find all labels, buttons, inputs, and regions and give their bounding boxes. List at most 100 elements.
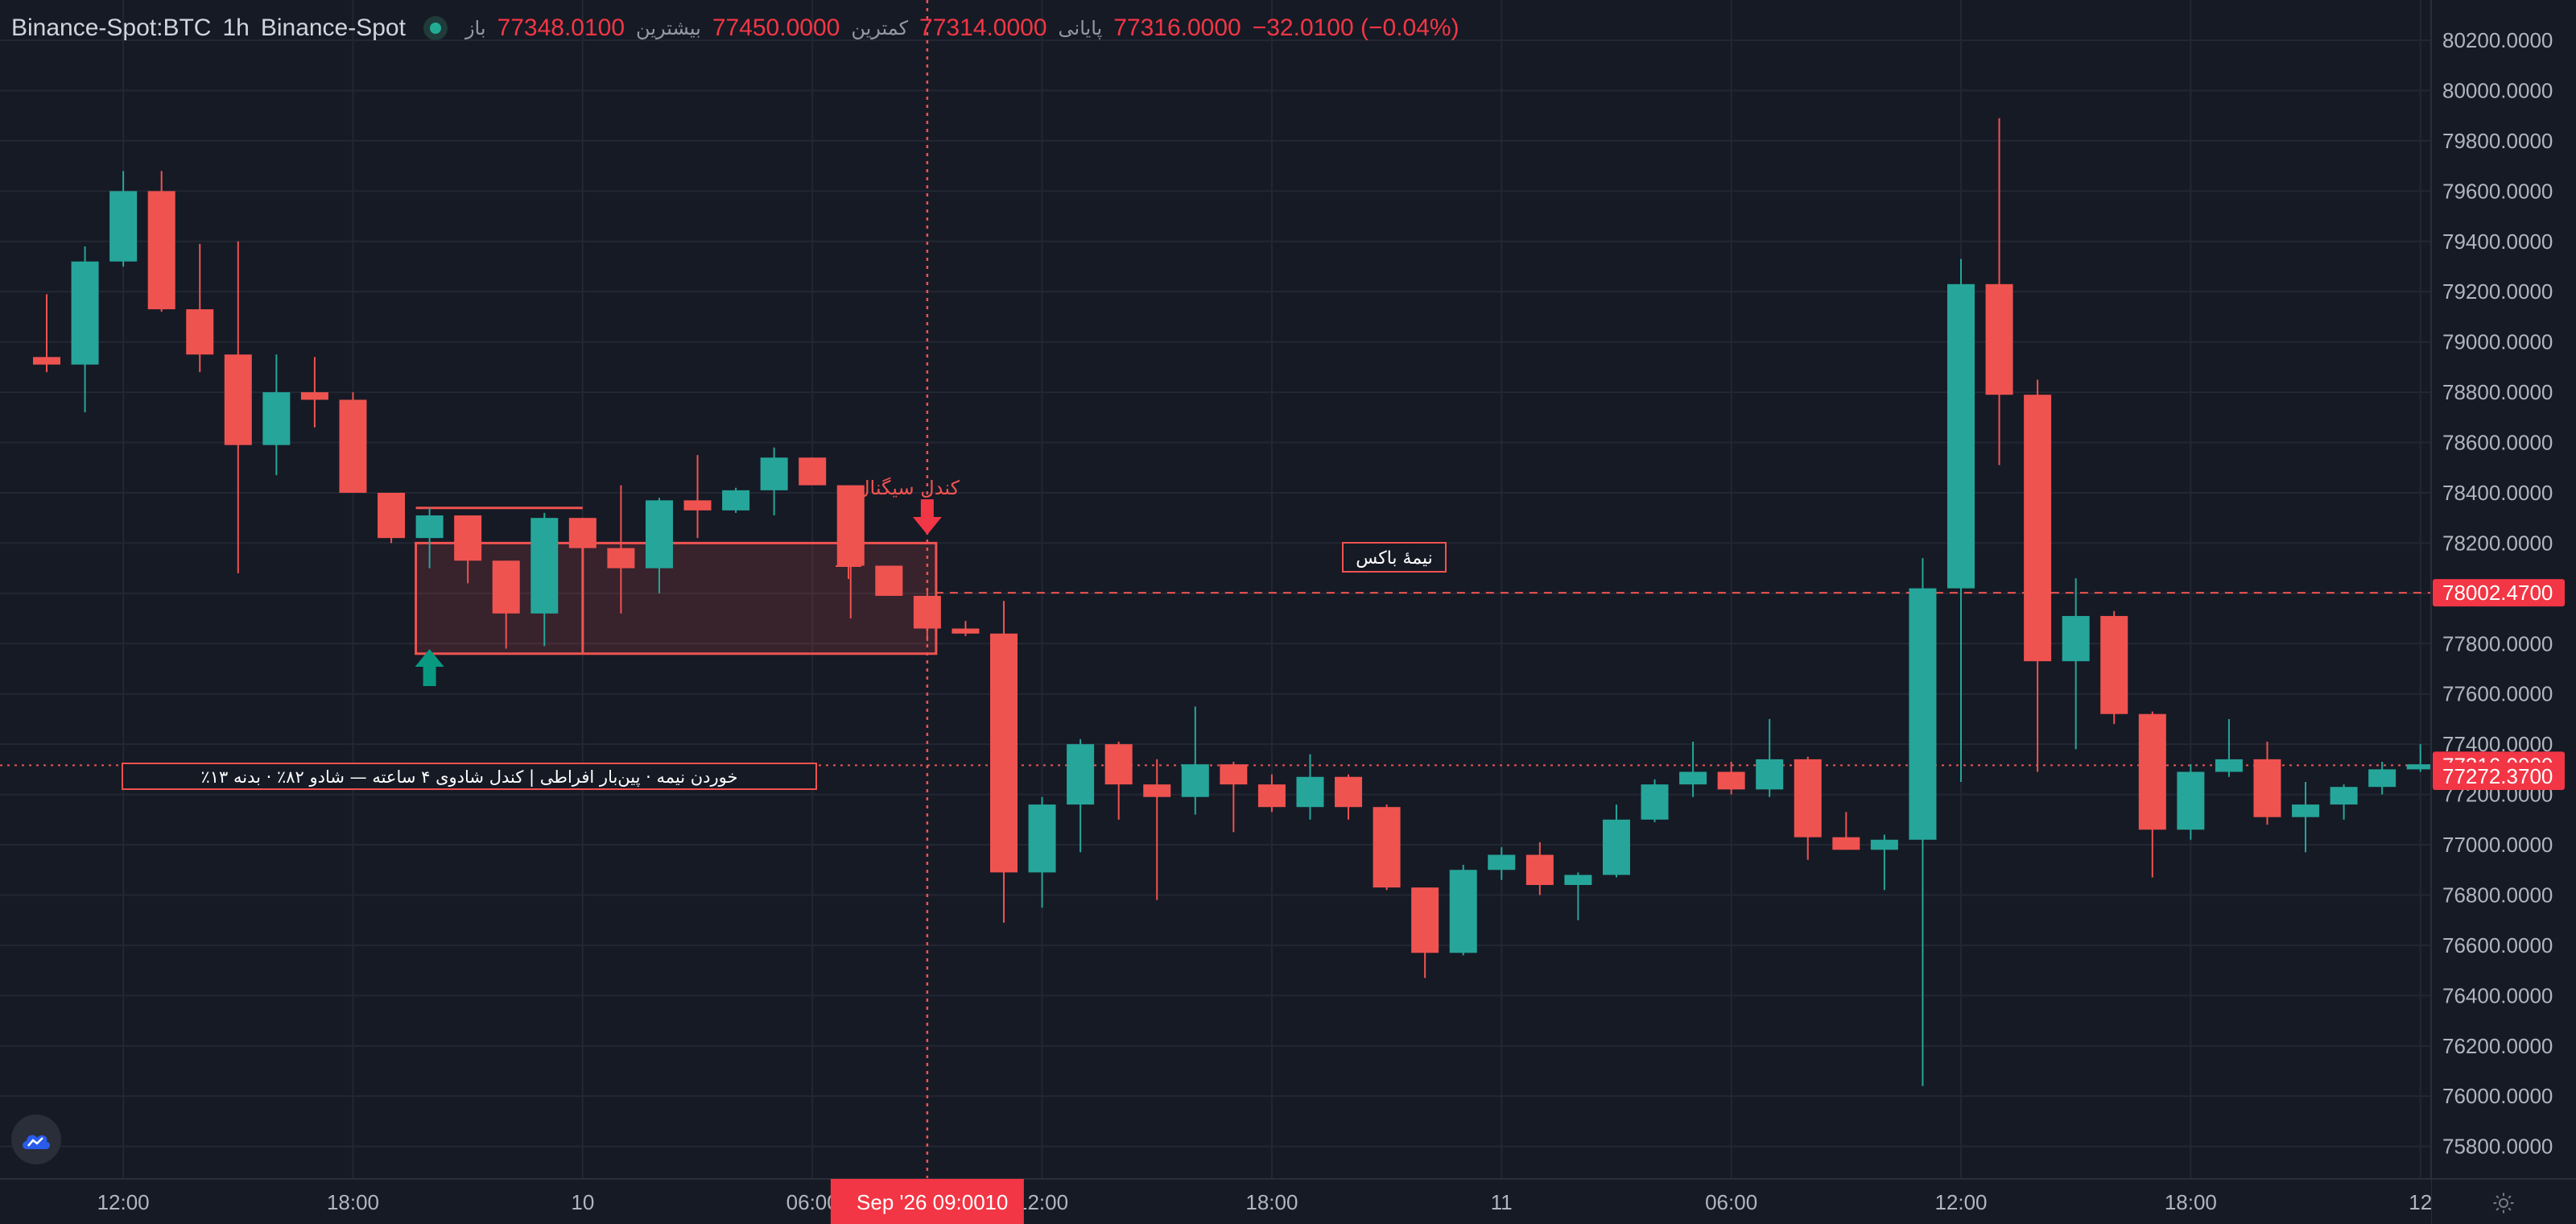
half-box-label: نیمهٔ باکس (1356, 548, 1433, 569)
candle[interactable] (645, 500, 673, 569)
candle[interactable] (1488, 854, 1516, 870)
candle[interactable] (2024, 395, 2052, 662)
candle[interactable] (1832, 837, 1860, 850)
candle[interactable] (1525, 854, 1554, 885)
candle[interactable] (530, 518, 559, 614)
candle[interactable] (2138, 713, 2166, 830)
legend-symbol[interactable]: Binance-Spot:BTC (11, 14, 212, 41)
candle[interactable] (1067, 744, 1095, 805)
candle[interactable] (913, 595, 941, 629)
candle[interactable] (722, 490, 750, 511)
candle[interactable] (607, 548, 635, 569)
chart-legend: Binance-Spot:BTC 1h Binance-Spot باز 773… (11, 10, 1459, 47)
time-tick-label: 12:00 (1016, 1190, 1068, 1214)
candle[interactable] (262, 392, 291, 445)
price-tick-label: 76400.0000 (2442, 983, 2553, 1007)
candle[interactable] (71, 261, 99, 365)
sell-arrow-icon (912, 499, 942, 535)
candle[interactable] (836, 485, 865, 566)
price-tick-label: 79400.0000 (2442, 229, 2553, 254)
candle[interactable] (109, 191, 138, 262)
price-tick-label: 76800.0000 (2442, 883, 2553, 907)
candle[interactable] (2177, 771, 2205, 830)
candle[interactable] (990, 633, 1018, 873)
candle[interactable] (1335, 776, 1363, 808)
time-tick-label: 18:00 (1245, 1190, 1298, 1214)
price-tick-label: 78800.0000 (2442, 380, 2553, 404)
candle[interactable] (2062, 615, 2090, 662)
candle[interactable] (799, 457, 827, 486)
candle[interactable] (492, 560, 520, 614)
candle[interactable] (1411, 887, 1439, 953)
candle[interactable] (2253, 759, 2281, 817)
candle[interactable] (2368, 769, 2396, 788)
candle[interactable] (1985, 283, 2013, 395)
candle[interactable] (760, 457, 788, 490)
candle[interactable] (952, 628, 980, 634)
candle[interactable] (1257, 784, 1286, 808)
candle[interactable] (568, 518, 597, 548)
candle[interactable] (1909, 588, 1937, 840)
half-level-price-tag: 78002.4700 (2442, 581, 2553, 605)
time-tick-label: 12:00 (1934, 1190, 1987, 1214)
market-status-icon (423, 16, 448, 40)
candle[interactable] (300, 392, 328, 400)
tradingview-cloud-icon[interactable] (11, 1114, 61, 1164)
price-tick-label: 76000.0000 (2442, 1084, 2553, 1108)
candle[interactable] (1717, 771, 1745, 790)
candle[interactable] (1564, 875, 1592, 885)
candle[interactable] (1641, 784, 1669, 820)
candle[interactable] (2215, 759, 2243, 772)
buy-arrow-icon (415, 649, 444, 686)
candle[interactable] (1028, 804, 1056, 873)
candle[interactable] (147, 191, 175, 310)
candle[interactable] (378, 492, 406, 539)
candle[interactable] (1947, 283, 1975, 589)
legend-high: 77450.0000 (712, 14, 840, 41)
candle[interactable] (1143, 784, 1171, 797)
time-tick-label: 11 (1491, 1190, 1513, 1214)
candle[interactable] (2100, 615, 2128, 714)
time-tick-label: 06:00 (1705, 1190, 1757, 1214)
gear-icon[interactable] (2487, 1187, 2520, 1219)
price-tick-label: 80200.0000 (2442, 28, 2553, 52)
price-tick-label: 78200.0000 (2442, 531, 2553, 555)
candle[interactable] (1602, 819, 1630, 875)
candle[interactable] (1756, 759, 1784, 790)
time-tick-label: 12 (2409, 1190, 2432, 1214)
candle[interactable] (2330, 787, 2358, 805)
candle[interactable] (1449, 870, 1477, 953)
candle[interactable] (33, 357, 60, 365)
candle[interactable] (2406, 764, 2434, 770)
price-tick-label: 79000.0000 (2442, 330, 2553, 354)
candle[interactable] (454, 515, 482, 561)
legend-interval[interactable]: 1h (222, 14, 250, 41)
candle[interactable] (1794, 759, 1822, 837)
price-scale-panel[interactable] (2431, 0, 2576, 1224)
candle[interactable] (339, 399, 367, 493)
candle[interactable] (415, 515, 444, 539)
crosshair-time-bg (830, 1179, 1024, 1224)
price-tick-label: 77000.0000 (2442, 833, 2553, 857)
crosshair-time-suffix: 10 (985, 1190, 1008, 1214)
candle[interactable] (875, 565, 903, 596)
candle[interactable] (1870, 839, 1898, 850)
candle[interactable] (1104, 744, 1133, 785)
candle[interactable] (683, 500, 712, 511)
price-tick-label: 78600.0000 (2442, 431, 2553, 455)
candle[interactable] (186, 309, 214, 355)
legend-open: 77348.0100 (497, 14, 625, 41)
candle[interactable] (1679, 771, 1707, 785)
candle[interactable] (1220, 764, 1248, 785)
candle[interactable] (224, 354, 252, 445)
price-tick-label: 75800.0000 (2442, 1135, 2553, 1159)
candle[interactable] (1296, 776, 1324, 808)
time-scale-panel[interactable] (0, 1179, 2431, 1224)
candle[interactable] (1373, 807, 1401, 888)
time-tick-label: 06:00 (786, 1190, 839, 1214)
candle[interactable] (2292, 804, 2320, 817)
candle[interactable] (1181, 764, 1209, 797)
legend-low-label: کمترین (851, 17, 909, 39)
